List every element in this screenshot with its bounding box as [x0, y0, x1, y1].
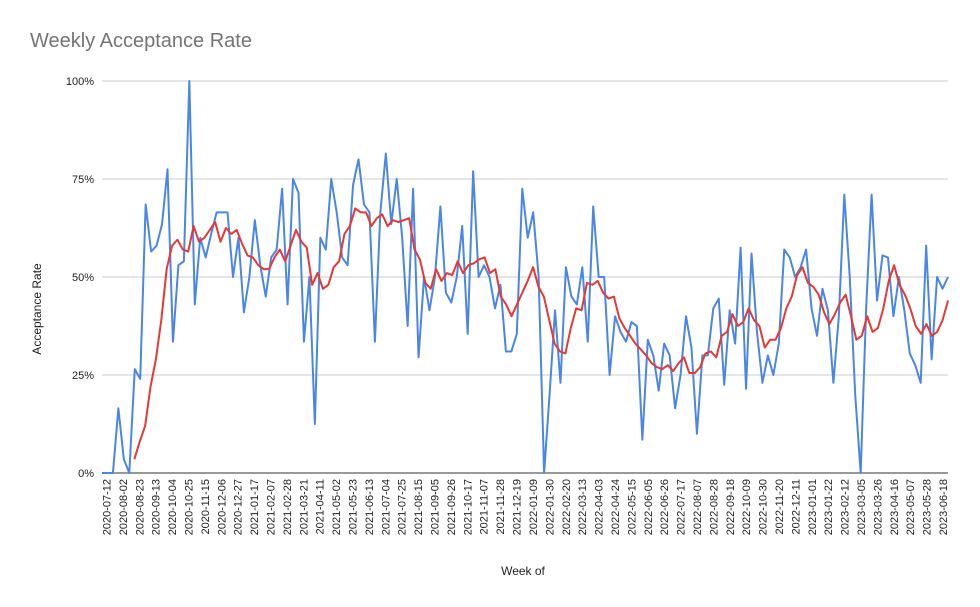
x-tick-label: 2021-07-04 [380, 479, 392, 535]
x-tick-label: 2022-09-18 [725, 479, 737, 535]
x-tick-label: 2020-12-06 [216, 479, 228, 535]
y-axis-title: Acceptance Rate [30, 263, 44, 355]
x-tick-label: 2023-02-12 [840, 479, 852, 535]
x-tick-label: 2021-02-07 [266, 479, 278, 535]
x-tick-label: 2021-09-26 [446, 479, 458, 535]
y-tick-label: 0% [78, 468, 94, 480]
x-tick-label: 2021-05-02 [331, 479, 343, 535]
x-tick-label: 2022-12-11 [790, 479, 802, 534]
x-tick-label: 2022-04-03 [594, 479, 606, 535]
x-axis-ticks: 2020-07-12 2020-08-02 2020-08-23 2020-09-13… [102, 479, 951, 535]
x-tick-label: 2021-07-25 [397, 479, 409, 535]
x-tick-label: 2023-05-07 [905, 479, 917, 535]
series-lines [102, 80, 949, 474]
x-tick-label: 2021-10-17 [462, 479, 474, 535]
x-tick-label: 2020-07-12 [102, 479, 114, 535]
x-tick-label: 2022-08-28 [708, 479, 720, 535]
x-tick-label: 2021-11-07 [479, 479, 491, 534]
x-tick-label: 2020-10-25 [184, 479, 196, 535]
x-tick-label: 2021-08-15 [413, 479, 425, 535]
x-axis-title: Week of [501, 564, 545, 578]
x-tick-label: 2021-01-17 [249, 479, 261, 535]
x-tick-label: 2022-01-09 [528, 479, 540, 535]
y-tick-label: 25% [72, 370, 94, 382]
x-tick-label: 2023-04-16 [889, 479, 901, 535]
x-tick-label: 2022-06-05 [643, 479, 655, 535]
y-axis-ticks: 0% 25% 50% 75% 100% [66, 76, 94, 480]
x-tick-label: 2020-11-15 [200, 479, 212, 534]
x-tick-label: 2022-07-17 [676, 479, 688, 535]
x-tick-label: 2020-10-04 [167, 479, 179, 535]
x-tick-label: 2023-03-05 [856, 479, 868, 535]
x-tick-label: 2023-05-28 [922, 479, 934, 535]
x-tick-label: 2020-08-02 [118, 479, 130, 535]
x-tick-label: 2023-01-01 [807, 479, 819, 535]
x-tick-label: 2020-12-27 [233, 479, 245, 535]
series-line-trend [133, 207, 949, 460]
x-tick-label: 2022-06-26 [659, 479, 671, 535]
x-tick-label: 2022-10-30 [758, 479, 770, 535]
x-tick-label: 2022-01-30 [544, 479, 556, 535]
x-tick-label: 2022-10-09 [741, 479, 753, 535]
x-tick-label: 2021-11-28 [495, 479, 507, 534]
x-tick-label: 2022-04-24 [610, 479, 622, 535]
x-tick-label: 2022-02-20 [561, 479, 573, 535]
x-tick-label: 2021-03-21 [298, 479, 310, 535]
x-tick-label: 2020-08-23 [134, 479, 146, 535]
y-tick-label: 50% [72, 272, 94, 284]
grid-lines [102, 80, 948, 474]
x-tick-label: 2022-11-20 [774, 479, 786, 534]
x-tick-label: 2021-06-13 [364, 479, 376, 535]
y-tick-label: 100% [66, 76, 94, 88]
x-tick-label: 2022-03-13 [577, 479, 589, 535]
x-tick-label: 2021-04-11 [315, 479, 327, 534]
x-tick-label: 2021-02-28 [282, 479, 294, 535]
y-tick-label: 75% [72, 174, 94, 186]
x-tick-label: 2020-09-13 [151, 479, 163, 535]
x-tick-label: 2023-03-26 [872, 479, 884, 535]
x-tick-label: 2023-01-22 [823, 479, 835, 535]
x-tick-label: 2023-06-18 [938, 479, 950, 535]
x-tick-label: 2022-05-15 [626, 479, 638, 535]
x-tick-label: 2022-08-07 [692, 479, 704, 535]
x-tick-label: 2021-12-19 [512, 479, 524, 535]
x-tick-label: 2021-09-05 [430, 479, 442, 535]
chart-title: Weekly Acceptance Rate [30, 30, 252, 52]
series-line-weekly [102, 80, 949, 474]
x-tick-label: 2021-05-23 [348, 479, 360, 535]
